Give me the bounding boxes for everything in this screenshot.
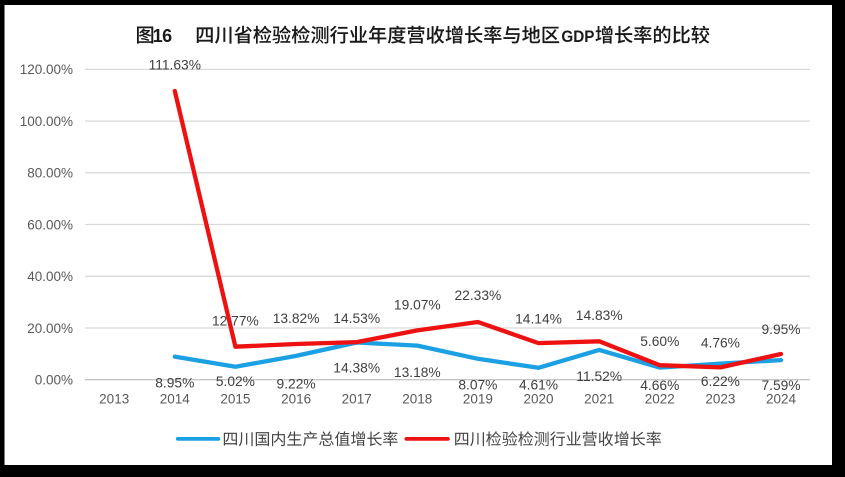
svg-text:120.00%: 120.00% — [20, 62, 73, 77]
svg-text:2020: 2020 — [523, 392, 553, 407]
svg-text:111.63%: 111.63% — [149, 58, 201, 73]
svg-text:11.52%: 11.52% — [576, 369, 622, 384]
svg-text:12.77%: 12.77% — [212, 313, 259, 328]
svg-text:40.00%: 40.00% — [27, 269, 73, 284]
svg-text:13.82%: 13.82% — [273, 311, 320, 326]
svg-text:2017: 2017 — [342, 392, 372, 407]
svg-text:2024: 2024 — [766, 392, 797, 407]
svg-text:4.61%: 4.61% — [519, 377, 558, 392]
svg-text:2021: 2021 — [584, 392, 614, 407]
svg-text:5.02%: 5.02% — [216, 374, 255, 389]
svg-text:2022: 2022 — [645, 392, 675, 407]
svg-text:13.18%: 13.18% — [394, 365, 441, 380]
svg-text:2018: 2018 — [402, 392, 432, 407]
svg-text:14.14%: 14.14% — [515, 311, 562, 326]
svg-text:8.95%: 8.95% — [155, 375, 194, 390]
svg-text:7.59%: 7.59% — [761, 378, 800, 393]
svg-text:16: 16 — [153, 26, 173, 46]
svg-text:14.38%: 14.38% — [333, 361, 380, 376]
svg-text:19.07%: 19.07% — [394, 297, 441, 312]
svg-text:2023: 2023 — [705, 392, 735, 407]
svg-text:4.66%: 4.66% — [640, 378, 679, 393]
svg-text:GDP: GDP — [561, 27, 594, 46]
svg-text:9.22%: 9.22% — [277, 376, 316, 391]
svg-text:100.00%: 100.00% — [20, 114, 73, 129]
svg-text:2019: 2019 — [463, 392, 493, 407]
svg-text:8.07%: 8.07% — [458, 377, 497, 392]
svg-text:2015: 2015 — [220, 392, 250, 407]
svg-text:2014: 2014 — [160, 392, 191, 407]
svg-text:4.76%: 4.76% — [701, 335, 740, 350]
svg-text:2016: 2016 — [281, 392, 311, 407]
svg-text:14.83%: 14.83% — [576, 308, 623, 323]
svg-text:6.22%: 6.22% — [701, 374, 740, 389]
svg-text:60.00%: 60.00% — [27, 217, 73, 232]
svg-text:5.60%: 5.60% — [640, 334, 679, 349]
svg-text:80.00%: 80.00% — [27, 166, 73, 181]
svg-text:9.95%: 9.95% — [761, 322, 800, 337]
svg-text:20.00%: 20.00% — [27, 321, 73, 336]
svg-text:14.53%: 14.53% — [333, 311, 380, 326]
svg-text:22.33%: 22.33% — [455, 288, 502, 303]
svg-text:2013: 2013 — [99, 392, 129, 407]
svg-text:0.00%: 0.00% — [35, 373, 73, 388]
